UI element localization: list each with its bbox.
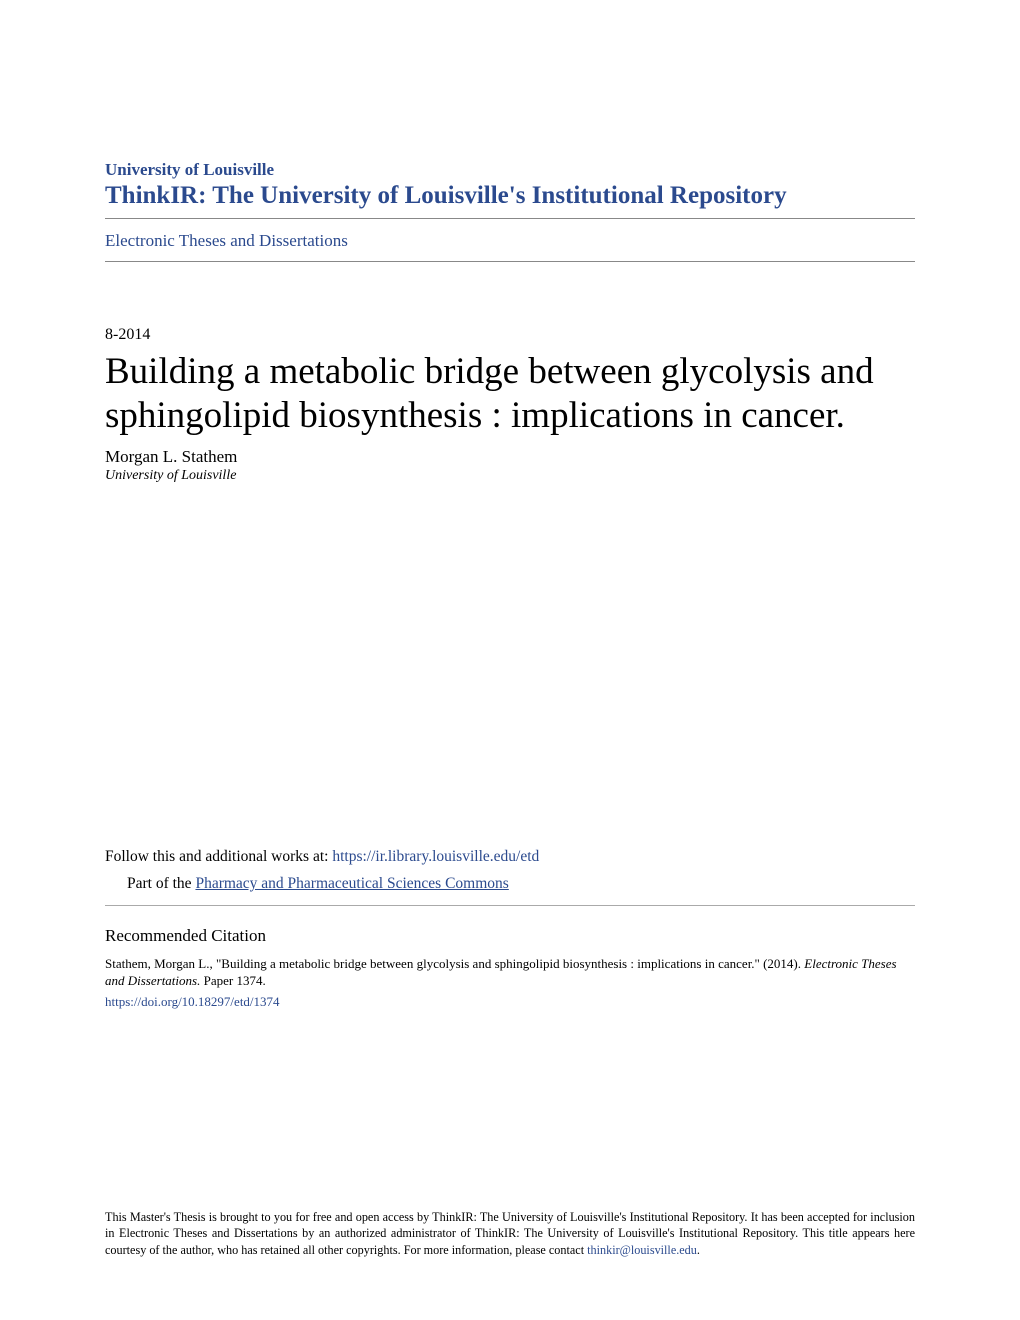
university-name: University of Louisville <box>105 160 915 180</box>
follow-line: Follow this and additional works at: htt… <box>105 844 915 870</box>
footer-post: . <box>697 1243 700 1257</box>
footer-email-link[interactable]: thinkir@louisville.edu <box>587 1243 697 1257</box>
follow-url-link[interactable]: https://ir.library.louisville.edu/etd <box>332 848 539 865</box>
follow-divider <box>105 905 915 906</box>
citation-heading: Recommended Citation <box>105 922 915 951</box>
breadcrumb-divider <box>105 261 915 262</box>
footer-pre: This Master's Thesis is brought to you f… <box>105 1210 915 1257</box>
part-of-line: Part of the Pharmacy and Pharmaceutical … <box>105 871 915 897</box>
breadcrumb: Electronic Theses and Dissertations <box>105 231 915 251</box>
repository-name[interactable]: ThinkIR: The University of Louisville's … <box>105 182 915 210</box>
footer-text: This Master's Thesis is brought to you f… <box>105 1209 915 1258</box>
citation-pre: Stathem, Morgan L., "Building a metaboli… <box>105 956 804 971</box>
paper-title: Building a metabolic bridge between glyc… <box>105 350 915 437</box>
breadcrumb-link[interactable]: Electronic Theses and Dissertations <box>105 231 348 250</box>
header-divider <box>105 218 915 219</box>
commons-link[interactable]: Pharmacy and Pharmaceutical Sciences Com… <box>195 875 508 892</box>
header-block: University of Louisville ThinkIR: The Un… <box>105 160 915 210</box>
follow-prefix: Follow this and additional works at: <box>105 848 332 865</box>
publication-date: 8-2014 <box>105 326 915 344</box>
citation-post: Paper 1374. <box>200 973 265 988</box>
author-name: Morgan L. Stathem <box>105 447 915 467</box>
author-affiliation: University of Louisville <box>105 468 915 484</box>
citation-text: Stathem, Morgan L., "Building a metaboli… <box>105 955 915 990</box>
part-prefix: Part of the <box>127 875 195 892</box>
doi-link[interactable]: https://doi.org/10.18297/etd/1374 <box>105 991 915 1013</box>
follow-section: Follow this and additional works at: htt… <box>105 844 915 1013</box>
